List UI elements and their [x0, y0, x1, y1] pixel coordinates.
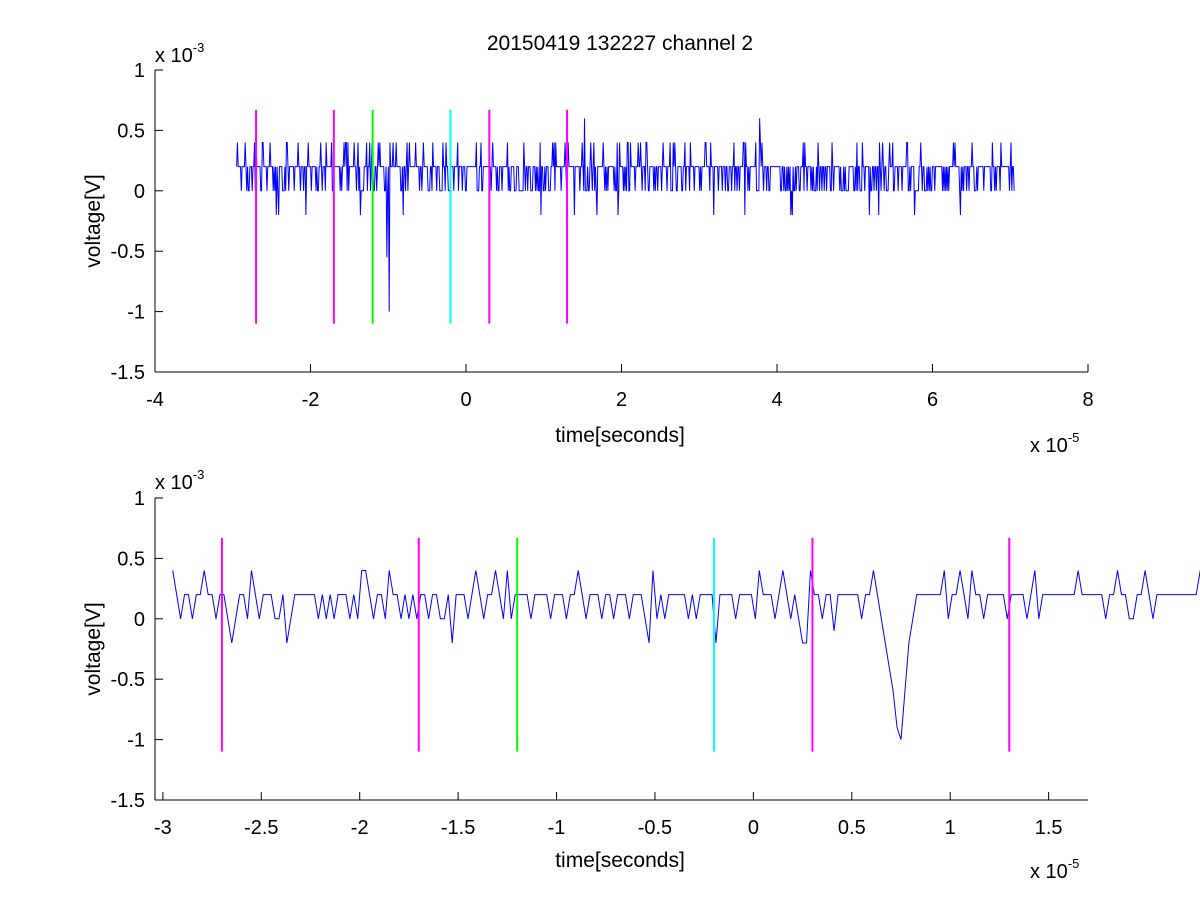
- y-tick-label: 0.5: [117, 548, 145, 570]
- x-tick-label: 0.5: [838, 817, 866, 839]
- x-tick-label: 6: [927, 389, 938, 411]
- figure-title: 20150419 132227 channel 2: [487, 32, 753, 55]
- x-tick-label: -3: [154, 817, 172, 839]
- subplot-bottom-x-multiplier: x 10-5: [1030, 856, 1079, 883]
- x-tick-label: -1: [548, 817, 566, 839]
- y-tick-label: 0.5: [117, 120, 145, 142]
- x-tick-label: -1.5: [441, 817, 475, 839]
- x-tick-label: 2: [616, 389, 627, 411]
- x-tick-label: -2: [351, 817, 369, 839]
- x-tick-label: -4: [146, 389, 164, 411]
- subplot-bottom-ticks: -3 -2.5 -2 -1.5 -1 -0.5 0 0.5 1 1.5 -1.5 -1 -0.5 0 0.5…: [111, 488, 1063, 839]
- y-tick-label: 0: [134, 181, 145, 203]
- y-tick-label: 1: [134, 488, 145, 510]
- y-tick-label: -1.5: [111, 790, 145, 812]
- x-tick-label: 1.5: [1035, 817, 1063, 839]
- subplot-top-y-multiplier: x 10-3: [155, 40, 204, 67]
- subplot-bottom-marks: [172, 537, 1200, 752]
- subplot-top: -4 -2 0 2 4 6 8 -1.5 -1 -0.5 0 0.5 1 time[seconds] v…: [82, 40, 1094, 457]
- subplot-bottom-ylabel: voltage[V]: [82, 602, 105, 695]
- x-tick-label: 0: [460, 389, 471, 411]
- subplot-top-ylabel: voltage[V]: [82, 174, 105, 267]
- subplot-bottom: -3 -2.5 -2 -1.5 -1 -0.5 0 0.5 1 1.5 -1.5 -1 -0.5 0 0.5…: [82, 467, 1200, 883]
- x-tick-label: -0.5: [638, 817, 672, 839]
- y-tick-label: 0: [134, 609, 145, 631]
- x-tick-label: 1: [945, 817, 956, 839]
- x-tick-label: 8: [1082, 389, 1093, 411]
- subplot-top-x-multiplier: x 10-5: [1030, 430, 1079, 457]
- y-tick-label: -0.5: [111, 669, 145, 691]
- subplot-top-marks: [236, 109, 1015, 324]
- voltage-trace: [172, 569, 1200, 740]
- x-tick-label: -2.5: [244, 817, 278, 839]
- subplot-top-ticks: -4 -2 0 2 4 6 8 -1.5 -1 -0.5 0 0.5 1: [111, 60, 1094, 411]
- y-tick-label: -0.5: [111, 241, 145, 263]
- y-tick-label: -1: [127, 302, 145, 324]
- subplot-top-xlabel: time[seconds]: [555, 424, 685, 447]
- y-tick-label: 1: [134, 60, 145, 82]
- x-tick-label: -2: [302, 389, 320, 411]
- x-tick-label: 0: [748, 817, 759, 839]
- y-tick-label: -1: [127, 730, 145, 752]
- voltage-trace: [236, 118, 1015, 312]
- x-tick-label: 4: [771, 389, 782, 411]
- y-tick-label: -1.5: [111, 362, 145, 384]
- subplot-bottom-y-multiplier: x 10-3: [155, 467, 204, 494]
- subplot-bottom-xlabel: time[seconds]: [555, 849, 685, 872]
